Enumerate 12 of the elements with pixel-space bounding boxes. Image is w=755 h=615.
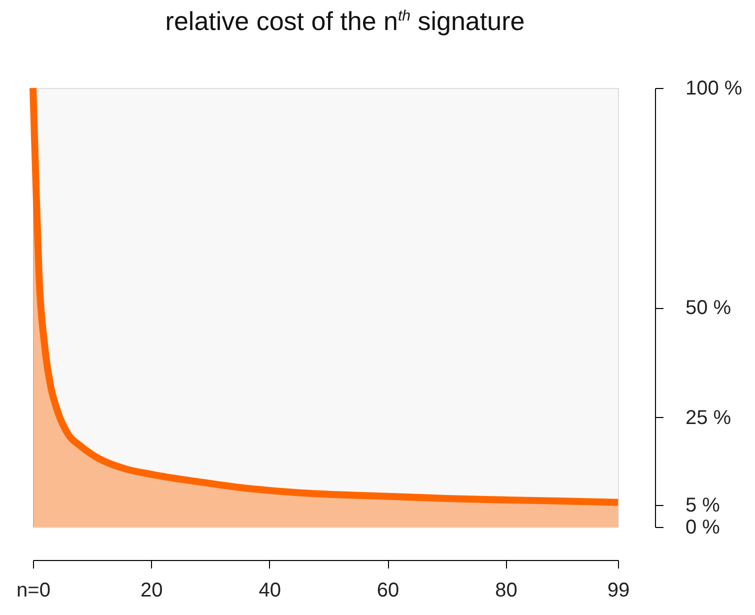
y-tick-label: 100 % <box>686 78 742 100</box>
x-tick-label: 40 <box>258 580 281 602</box>
y-tick-label: 25 % <box>686 406 732 429</box>
x-tick-label: 80 <box>495 580 518 602</box>
x-tick-label: 99 <box>607 580 630 602</box>
chart-title: relative cost of the n$^{th}$ signature <box>164 6 526 37</box>
x-tick-label: 20 <box>140 580 163 602</box>
x-tick-label: 60 <box>376 580 400 602</box>
x-tick-label: n=0 <box>16 580 50 602</box>
y-tick-label: 0 % <box>686 516 720 538</box>
y-tick-label: 5 % <box>686 494 720 517</box>
y-tick-label: 50 % <box>686 297 732 319</box>
